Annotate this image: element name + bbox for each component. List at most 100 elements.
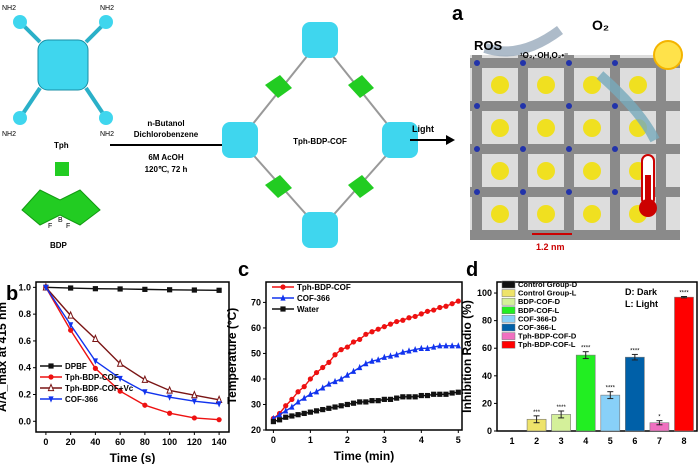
marker-circle <box>191 415 197 421</box>
marker-triangle-down <box>167 394 173 401</box>
marker-triangle <box>387 352 394 359</box>
marker-circle <box>68 327 74 333</box>
marker-triangle <box>313 388 320 395</box>
x-tick-label: 80 <box>140 437 150 447</box>
x-tick-label: 1 <box>308 435 313 445</box>
legend-label: Tph-BDP-COF-D <box>518 332 577 341</box>
condition-solvent1: n-Butanol <box>147 119 184 128</box>
lattice-node-blue <box>566 60 572 66</box>
marker-triangle <box>375 356 381 363</box>
marker-triangle-down <box>68 322 74 329</box>
x-tick-label: 60 <box>115 437 125 447</box>
y-tick-label: 1.0 <box>18 282 31 292</box>
marker-triangle <box>455 342 461 349</box>
marker-circle <box>295 389 301 395</box>
legend-label: Tph-BDP-COF <box>65 373 119 382</box>
marker-circle <box>307 376 313 382</box>
legend-label: Control Group-L <box>518 289 577 298</box>
marker-circle <box>142 402 148 408</box>
y-tick-label: 0.8 <box>18 309 31 319</box>
y-tick-label: 0.2 <box>18 390 31 400</box>
marker-triangle <box>424 344 431 351</box>
marker-circle <box>48 374 54 380</box>
marker-circle <box>313 369 320 376</box>
light-label: Light <box>412 124 434 134</box>
bar-COF-366-L <box>625 356 645 432</box>
marker-circle <box>400 317 406 323</box>
amine-label: NH2 <box>2 131 16 138</box>
marker-square <box>344 401 350 408</box>
marker-square <box>357 399 363 405</box>
ros-species-label: ¹O₂,·OH,O₂•⁻ <box>520 51 568 60</box>
marker-triangle <box>295 398 301 405</box>
marker-triangle <box>406 347 412 354</box>
series-line-COF-366 <box>45 286 220 405</box>
lattice-node-blue <box>612 189 618 195</box>
marker-circle <box>344 344 350 350</box>
marker-circle <box>320 364 326 371</box>
legend-swatch <box>501 315 516 323</box>
marker-square <box>406 394 412 400</box>
marker-circle <box>406 315 412 321</box>
marker-circle <box>449 301 455 307</box>
marker-triangle <box>449 342 455 349</box>
legend-label: COF-366 <box>297 294 330 303</box>
legend-label: BDP-COF-D <box>518 297 561 306</box>
lattice-node-yellow <box>491 205 509 223</box>
y-tick-label: 20 <box>482 398 492 408</box>
legend-label: COF-366-L <box>518 323 556 332</box>
y-tick-label: 80 <box>482 316 492 326</box>
marker-triangle <box>289 403 295 410</box>
marker-square <box>270 418 276 425</box>
marker-triangle <box>443 342 449 349</box>
marker-triangle <box>332 377 338 385</box>
lattice-node-blue <box>612 103 618 109</box>
lattice-node-blue <box>520 103 526 109</box>
y-tick-label: 40 <box>251 374 261 384</box>
marker-circle <box>357 336 363 343</box>
panel-label-a: a <box>452 3 464 25</box>
marker-triangle <box>344 371 350 378</box>
marker-circle <box>216 417 222 423</box>
y-axis-label: Inhibition Radio (%) <box>460 300 474 413</box>
lattice-node-yellow <box>491 162 509 180</box>
marker-square <box>301 410 307 417</box>
lattice-row <box>470 187 680 197</box>
marker-triangle-down <box>142 389 148 396</box>
marker-open-triangle <box>47 383 55 392</box>
x-axis-label: Time (min) <box>334 449 394 463</box>
marker-square <box>387 396 394 402</box>
x-tick-label: 3 <box>382 435 387 445</box>
lattice-node-yellow <box>491 76 509 94</box>
lattice-row <box>470 144 680 154</box>
porphyrin-core <box>37 39 89 91</box>
x-tick-label: 1 <box>509 436 514 446</box>
chart-b: 0 20 40 60 80 100 120 140 0.0 0.2 0.4 0.6 0.8 1.0 Time… <box>0 281 230 464</box>
lattice-row <box>470 101 680 111</box>
marker-circle <box>283 403 289 409</box>
x-tick-label: 8 <box>681 436 686 446</box>
marker-open-triangle <box>166 385 173 394</box>
marker-triangle <box>412 346 418 353</box>
condition-solvent2: Dichlorobenzene <box>134 130 199 139</box>
series-line-COF-366 <box>273 345 459 420</box>
marker-circle <box>375 326 381 332</box>
legend-swatch <box>501 297 516 306</box>
marker-circle <box>418 311 424 317</box>
lattice-node-yellow <box>537 162 555 180</box>
legend-swatch <box>501 280 516 289</box>
sun-icon <box>653 40 683 70</box>
lattice-row <box>470 230 680 240</box>
marker-square <box>167 287 173 293</box>
legend-label: Tph-BDP-COF-L <box>518 340 576 349</box>
y-tick-label: 20 <box>251 425 261 435</box>
panel-label-b: b <box>6 283 18 305</box>
lattice-node-yellow <box>583 162 601 180</box>
marker-square <box>280 306 286 312</box>
y-tick-label: 0.0 <box>18 416 31 426</box>
marker-triangle <box>369 357 375 364</box>
fluorine-label: F <box>66 223 70 230</box>
series-line-Tph-BDP-COF <box>45 287 220 421</box>
annotation-light: L: Light <box>625 299 658 309</box>
marker-square <box>400 394 406 400</box>
